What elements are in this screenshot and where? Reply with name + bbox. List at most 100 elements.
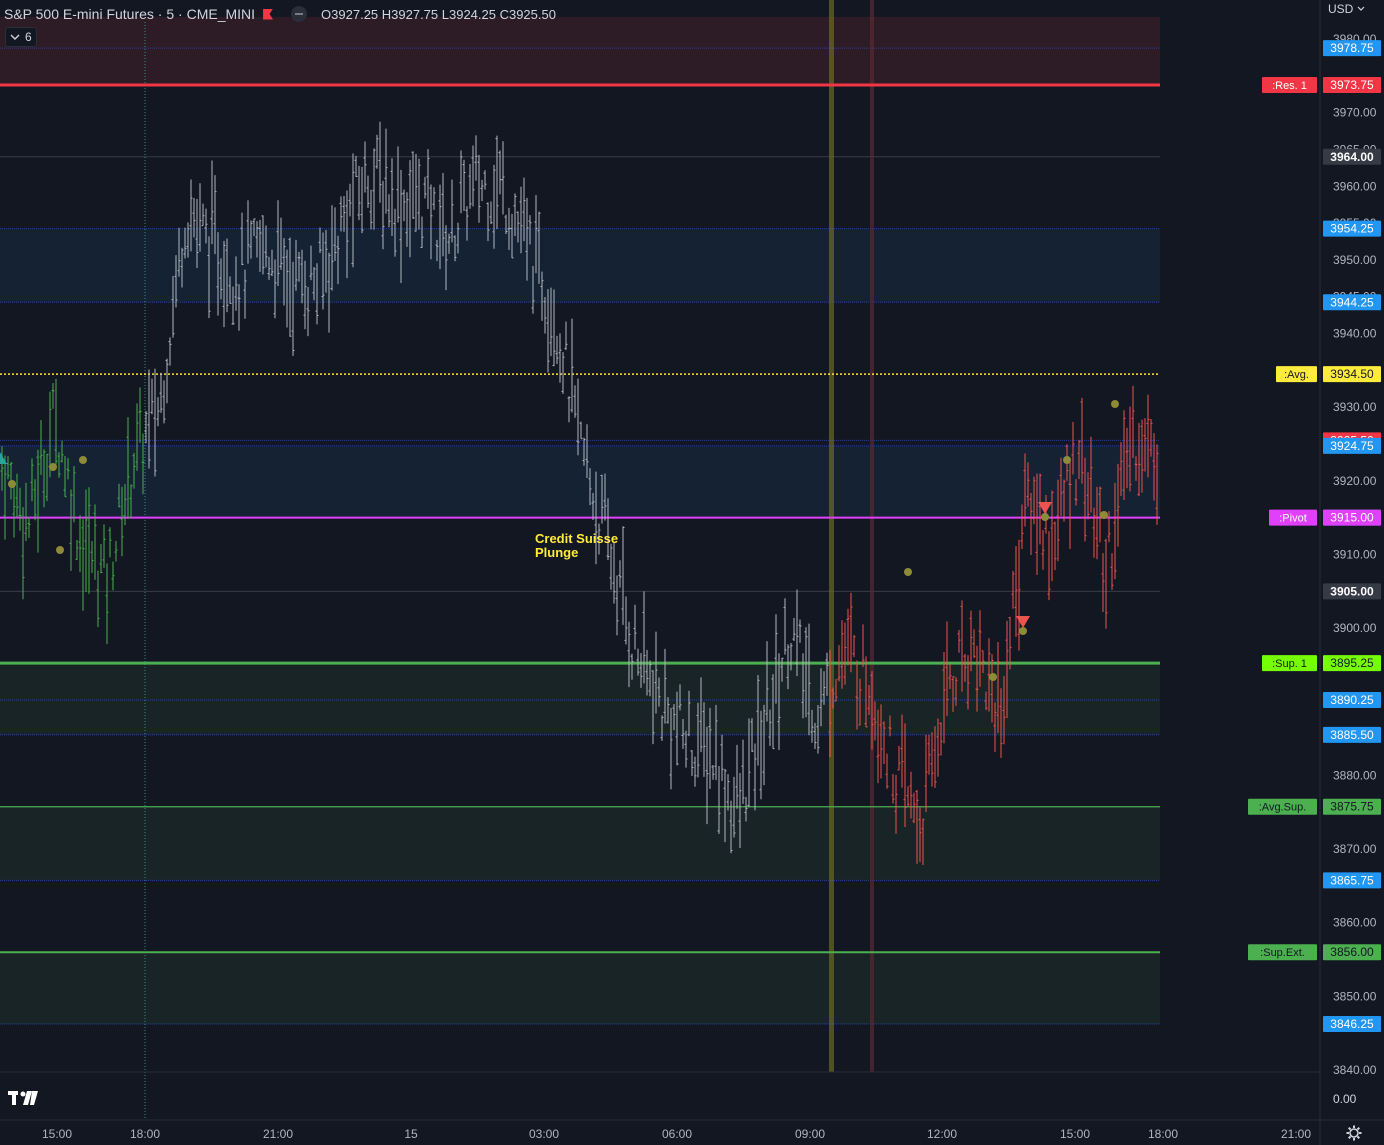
price-bar xyxy=(792,618,796,641)
time-tick-label: 18:00 xyxy=(130,1127,160,1141)
price-tag-text: 3964.00 xyxy=(1330,150,1374,164)
price-bar xyxy=(942,651,946,744)
price-bar xyxy=(897,745,901,771)
price-bar xyxy=(786,644,790,690)
price-bar xyxy=(369,189,373,230)
price-bar xyxy=(33,479,37,521)
price-axis-ticks: 3980.003970.003965.003960.003955.003950.… xyxy=(1333,32,1377,1077)
price-bar xyxy=(93,504,97,580)
indicators-toggle-button[interactable]: 6 xyxy=(5,27,37,47)
price-bar xyxy=(525,197,529,281)
price-bar xyxy=(465,206,469,241)
level-price-tag-text: 3973.75 xyxy=(1330,78,1374,92)
price-bar xyxy=(1071,421,1075,475)
price-bar xyxy=(1113,482,1117,580)
price-bar xyxy=(801,653,805,719)
price-bar xyxy=(570,318,574,413)
price-bar xyxy=(1146,394,1150,478)
currency-selector[interactable]: USD xyxy=(1328,0,1366,18)
price-bar xyxy=(126,417,130,519)
price-bar xyxy=(363,141,367,193)
price-bar xyxy=(810,709,814,743)
price-bar xyxy=(927,734,931,775)
price-bar xyxy=(435,239,439,262)
price-bar xyxy=(51,383,55,409)
gear-icon[interactable] xyxy=(1346,1125,1362,1141)
price-tag-text: 3905.00 xyxy=(1330,584,1374,598)
price-bar xyxy=(504,214,508,234)
price-bar xyxy=(705,726,709,825)
price-bar xyxy=(192,197,196,238)
price-bar xyxy=(594,471,598,565)
price-bar xyxy=(534,194,538,274)
price-axis-background xyxy=(1320,0,1384,1145)
price-bar xyxy=(549,287,553,357)
price-bar xyxy=(210,160,214,245)
price-bar xyxy=(513,193,517,236)
price-bar xyxy=(501,141,505,215)
signal-dot xyxy=(56,546,64,554)
price-bar xyxy=(744,796,748,822)
price-bar xyxy=(960,600,964,692)
price-bar xyxy=(357,165,361,221)
price-bar xyxy=(129,484,133,519)
price-bar xyxy=(963,654,967,682)
time-tick-label: 09:00 xyxy=(795,1127,825,1141)
price-bar xyxy=(1107,511,1111,543)
price-bar xyxy=(387,194,391,228)
collapse-icon[interactable] xyxy=(291,6,308,22)
price-bar xyxy=(105,563,109,645)
price-bar xyxy=(624,596,628,645)
price-bar xyxy=(720,734,724,782)
price-bar xyxy=(912,792,916,824)
price-bar xyxy=(456,222,460,254)
price-bar xyxy=(990,654,994,723)
price-bar xyxy=(36,449,40,553)
flag-icon[interactable] xyxy=(263,8,274,20)
price-bar xyxy=(396,146,400,223)
price-bar xyxy=(978,610,982,687)
time-axis[interactable]: 15:00 18:00 21:00 15 03:00 06:00 09:00 12:00 15:… xyxy=(0,1071,1384,1141)
price-bar xyxy=(771,674,775,750)
price-bar xyxy=(318,227,322,253)
price-bar xyxy=(1098,486,1102,543)
price-bar xyxy=(249,220,253,259)
price-bar xyxy=(336,235,340,285)
price-bar xyxy=(186,222,190,258)
tradingview-logo-icon[interactable] xyxy=(8,1089,40,1107)
price-bar xyxy=(735,744,739,809)
zone-1 xyxy=(0,228,1160,303)
price-bar xyxy=(717,766,721,834)
price-bar xyxy=(591,493,595,520)
price-bar xyxy=(342,195,346,232)
price-bar xyxy=(1017,539,1021,651)
price-bar xyxy=(642,591,646,684)
price-bar xyxy=(138,387,142,443)
price-bar xyxy=(30,458,34,502)
price-axis[interactable]: 3980.003970.003965.003960.003955.003950.… xyxy=(1248,0,1384,1145)
price-bar xyxy=(390,158,394,236)
time-tick-label: 15 xyxy=(404,1127,418,1141)
price-bar xyxy=(507,207,511,250)
time-tick-label: 06:00 xyxy=(662,1127,692,1141)
price-bar xyxy=(762,704,766,786)
price-bar xyxy=(21,507,25,600)
price-bar xyxy=(711,764,715,780)
symbol-title[interactable]: S&P 500 E-mini Futures · 5 · CME_MINI xyxy=(4,6,256,22)
price-bar xyxy=(429,184,433,260)
price-bar xyxy=(630,653,634,680)
zone-5 xyxy=(0,952,1160,1024)
level-price-tag-text: 3915.00 xyxy=(1330,511,1374,525)
price-bar xyxy=(1008,616,1012,670)
session-marker-band xyxy=(870,0,874,1072)
price-bar xyxy=(756,674,760,766)
price-bar xyxy=(1020,504,1024,549)
price-bar xyxy=(1059,457,1063,516)
price-bar xyxy=(1068,458,1072,549)
price-bar xyxy=(627,621,631,688)
price-bar xyxy=(777,653,781,751)
level-label-text: :Sup. 1 xyxy=(1272,658,1307,670)
price-bar xyxy=(87,487,91,594)
signal-dot xyxy=(1111,400,1119,408)
